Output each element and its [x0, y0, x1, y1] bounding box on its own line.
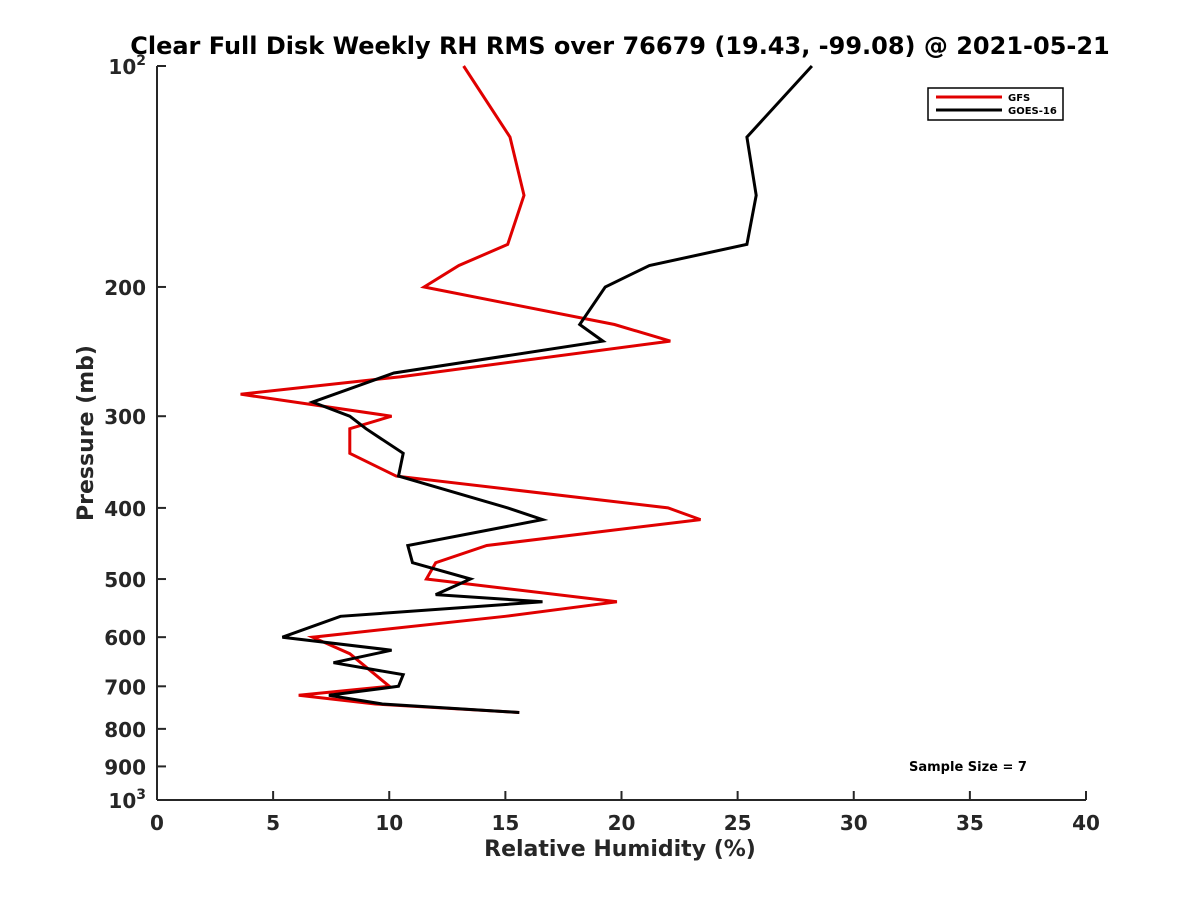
y-axis-title: Pressure (mb)	[74, 345, 99, 521]
x-tick-label: 20	[608, 811, 636, 835]
y-tick-label: 700	[104, 675, 146, 699]
x-axis-title: Relative Humidity (%)	[484, 837, 756, 862]
y-tick-label: 102	[108, 53, 146, 79]
y-tick-label: 300	[104, 405, 146, 429]
y-tick-label: 200	[104, 276, 146, 300]
y-tick-label: 500	[104, 568, 146, 592]
series-line-gfs	[240, 65, 702, 714]
series-line-goes-16	[281, 64, 814, 714]
x-tick-label: 25	[724, 811, 752, 835]
y-tick-label: 900	[104, 755, 146, 779]
legend-label-gfs: GFS	[1008, 93, 1030, 104]
x-tick-label: 5	[266, 811, 280, 835]
x-tick-label: 40	[1072, 811, 1100, 835]
plot-series-group	[240, 64, 814, 714]
legend: GFS GOES-16	[927, 87, 1064, 121]
chart-title: Clear Full Disk Weekly RH RMS over 76679…	[130, 32, 1110, 60]
x-tick-label: 15	[491, 811, 519, 835]
y-tick-label: 800	[104, 718, 146, 742]
legend-box	[927, 87, 1064, 121]
x-tick-label: 35	[956, 811, 984, 835]
x-tick-label: 0	[150, 811, 164, 835]
x-tick-label: 30	[840, 811, 868, 835]
y-tick-label: 600	[104, 626, 146, 650]
legend-label-goes-16: GOES-16	[1008, 106, 1057, 117]
y-tick-label: 400	[104, 497, 146, 521]
sample-size-annotation: Sample Size = 7	[909, 760, 1027, 775]
x-tick-label: 10	[375, 811, 403, 835]
y-tick-label: 103	[108, 787, 146, 813]
axes-group: 0 5 10 15 20 25 30 35 40 102 200 300 400 500 600 700 800…	[104, 53, 1100, 835]
